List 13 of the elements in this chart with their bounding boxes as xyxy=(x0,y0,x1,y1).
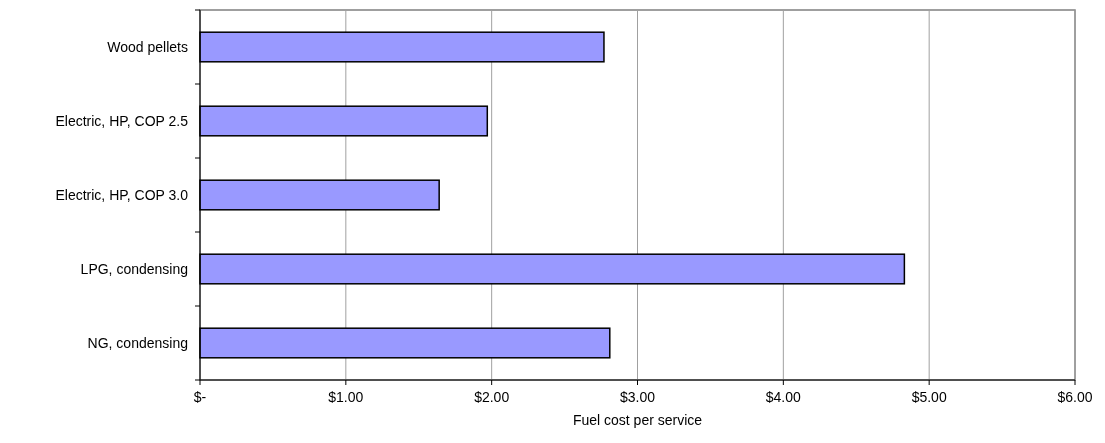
y-tick-label: Wood pellets xyxy=(107,38,188,55)
y-tick-label: Electric, HP, COP 2.5 xyxy=(55,112,189,129)
x-tick-label: $2.00 xyxy=(474,389,510,405)
x-tick-label: $- xyxy=(193,389,207,405)
x-tick-label: $4.00 xyxy=(765,389,802,405)
x-axis-title: Fuel cost per service xyxy=(572,412,703,428)
x-tick-label: $1.00 xyxy=(328,389,364,405)
y-tick-label: LPG, condensing xyxy=(80,260,188,277)
x-tick-label: $6.00 xyxy=(1057,389,1093,405)
x-tick-label: $5.00 xyxy=(911,389,947,405)
x-tick-label: $3.00 xyxy=(619,389,656,405)
y-tick-label: Electric, HP, COP 3.0 xyxy=(55,186,189,203)
y-tick-label: NG, condensing xyxy=(87,334,188,351)
